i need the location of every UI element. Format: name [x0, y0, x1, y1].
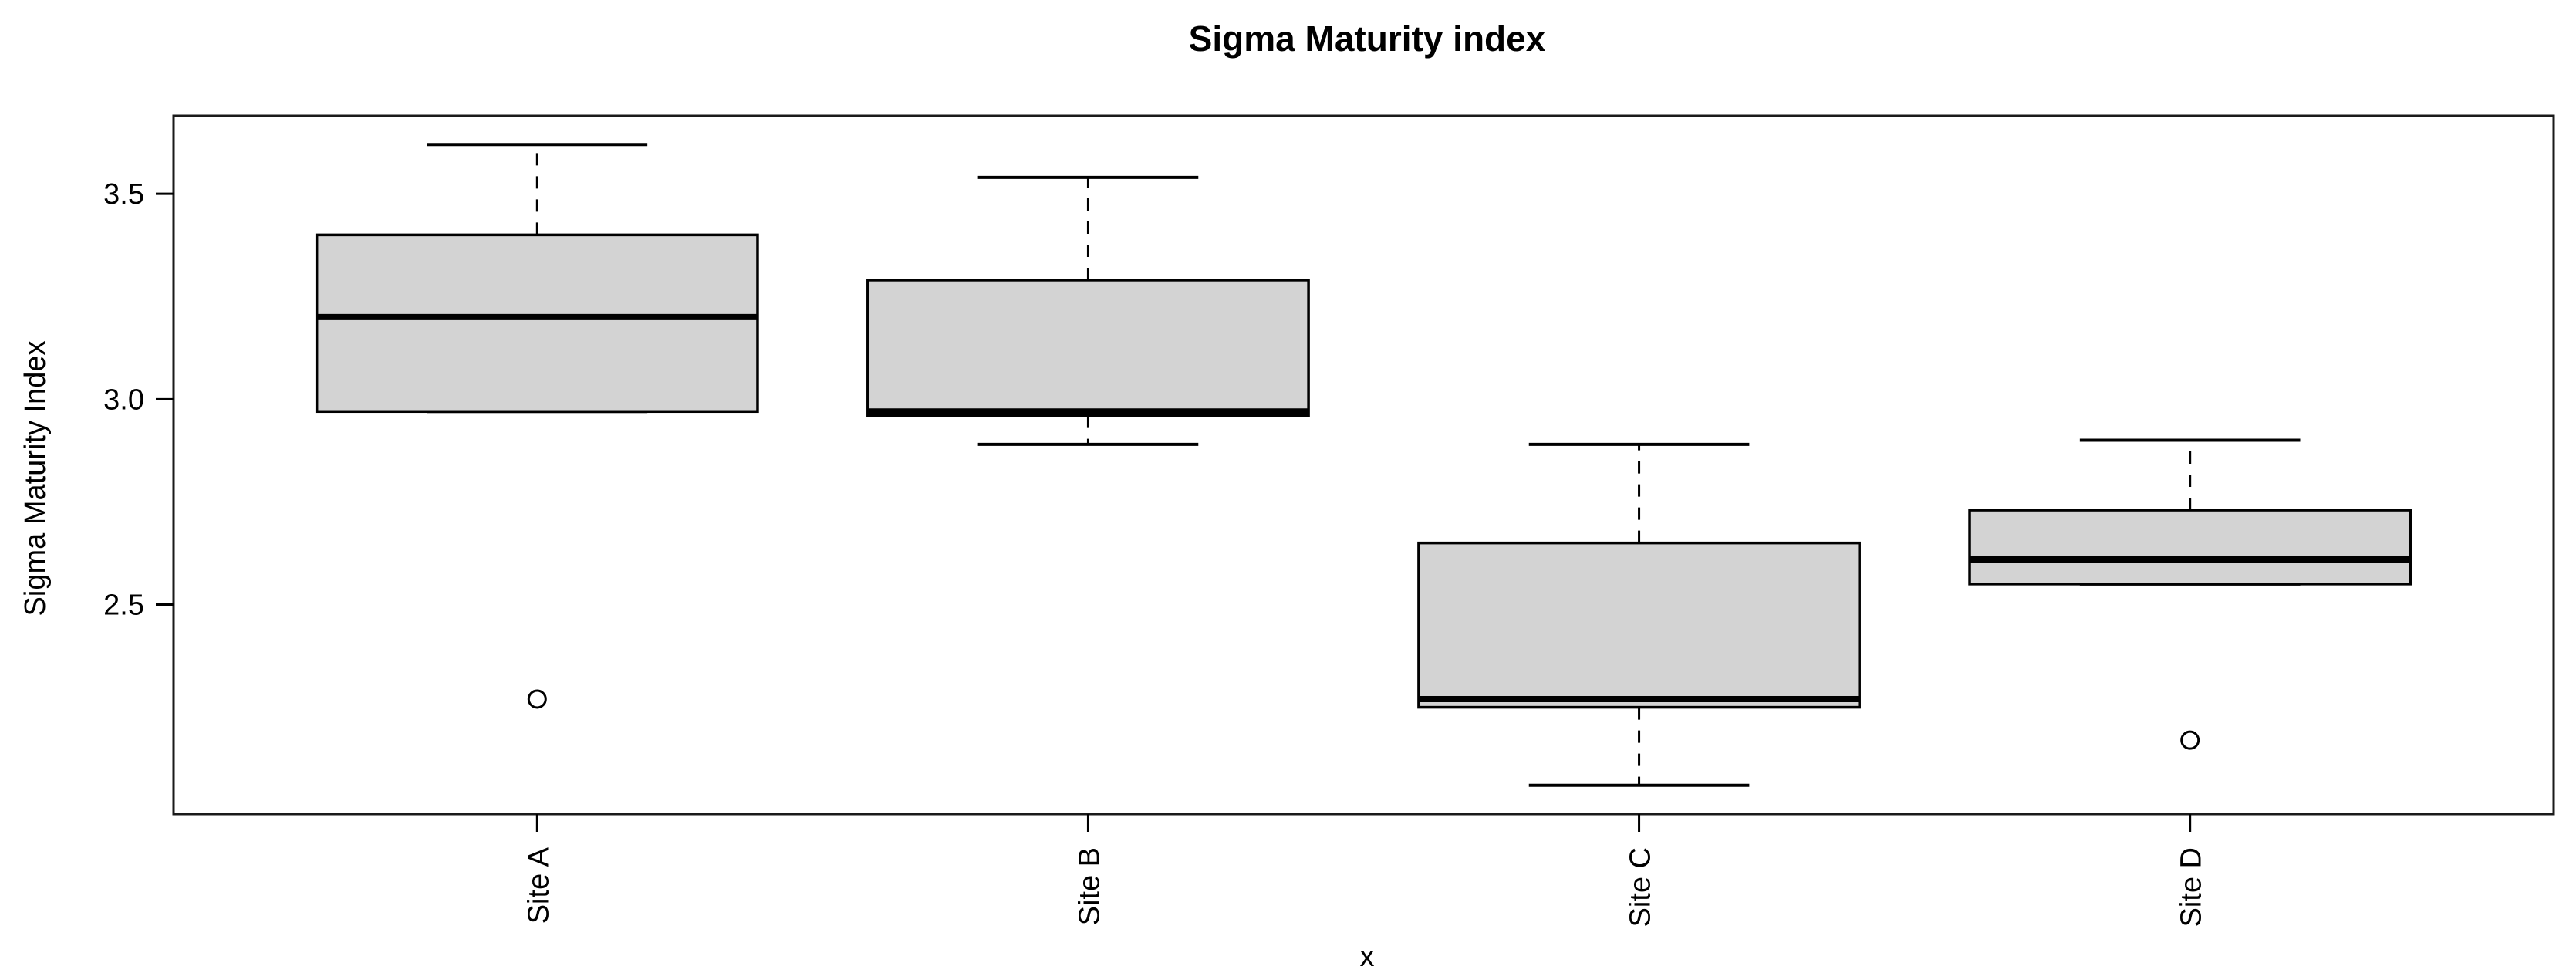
y-tick-label: 3.0 [103, 384, 144, 416]
box-group-site-b: Site B [866, 175, 1310, 925]
iqr-box [1968, 509, 2412, 586]
y-axis-title: Sigma Maturity Index [19, 341, 52, 617]
iqr-box [1417, 541, 1861, 709]
box-group-site-d: Site D [1968, 438, 2412, 927]
x-tick-label: Site D [2176, 847, 2208, 927]
chart-title: Sigma Maturity index [1189, 19, 1546, 59]
x-tick-label: Site C [1625, 847, 1657, 927]
y-tick-label: 2.5 [103, 590, 144, 622]
x-tick-label: Site B [1073, 847, 1106, 925]
outlier-point [527, 689, 547, 709]
box-group-site-a: Site A [315, 143, 759, 924]
box-group-site-c: Site C [1417, 442, 1861, 927]
iqr-box [866, 279, 1310, 417]
x-tick-label: Site A [522, 847, 555, 924]
y-tick-label: 3.5 [103, 178, 144, 211]
x-axis-title: x [1360, 941, 1375, 973]
iqr-box [315, 233, 759, 414]
outlier-point [2180, 730, 2200, 750]
chart-layer: 2.5 3.0 3.5 Site A Site B Site C Site D [103, 143, 2412, 927]
plot-frame [172, 114, 2555, 816]
